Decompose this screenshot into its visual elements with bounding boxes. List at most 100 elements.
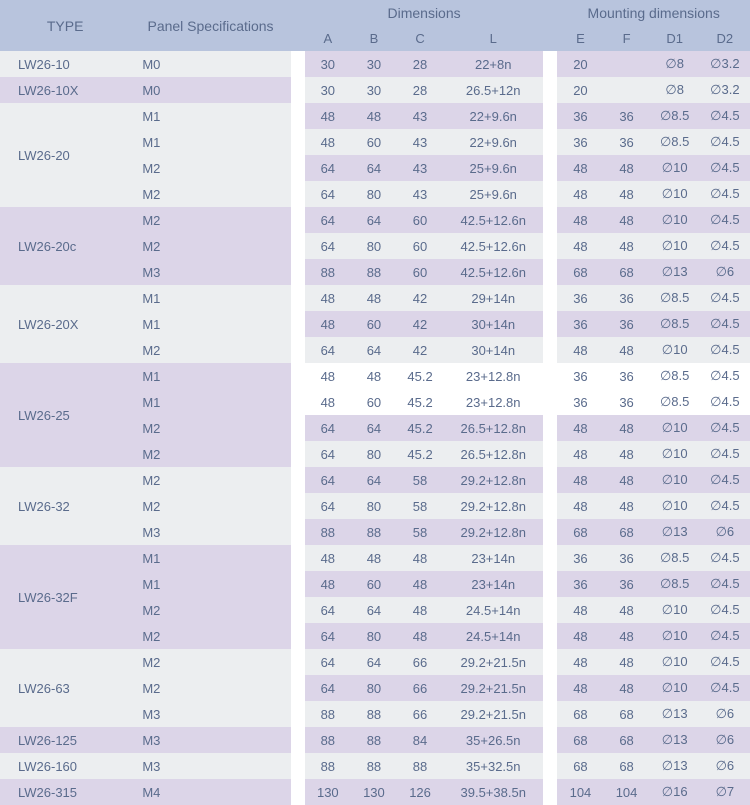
gap-cell <box>543 571 557 597</box>
cell-c: 43 <box>397 129 443 155</box>
cell-b: 64 <box>351 155 397 181</box>
cell-a: 64 <box>305 233 351 259</box>
cell-d1: ∅10 <box>650 649 700 675</box>
cell-c: 43 <box>397 155 443 181</box>
cell-b: 80 <box>351 441 397 467</box>
gap-cell <box>543 467 557 493</box>
cell-a: 48 <box>305 545 351 571</box>
gap-cell <box>291 103 305 129</box>
cell-a: 64 <box>305 597 351 623</box>
cell-panel: M3 <box>130 519 290 545</box>
cell-e: 36 <box>557 545 603 571</box>
cell-e: 36 <box>557 363 603 389</box>
cell-d2: ∅4.5 <box>700 649 750 675</box>
cell-panel: M2 <box>130 233 290 259</box>
cell-panel: M3 <box>130 753 290 779</box>
hdr-e: E <box>557 26 603 51</box>
gap-cell <box>291 519 305 545</box>
cell-f: 68 <box>604 519 650 545</box>
cell-panel: M2 <box>130 207 290 233</box>
cell-a: 64 <box>305 441 351 467</box>
cell-l: 22+8n <box>443 51 543 77</box>
cell-panel: M2 <box>130 649 290 675</box>
cell-d2: ∅4.5 <box>700 415 750 441</box>
cell-b: 64 <box>351 415 397 441</box>
cell-d1: ∅10 <box>650 623 700 649</box>
cell-d1: ∅13 <box>650 259 700 285</box>
cell-d1: ∅10 <box>650 597 700 623</box>
cell-b: 60 <box>351 129 397 155</box>
cell-l: 23+14n <box>443 571 543 597</box>
gap-cell <box>543 623 557 649</box>
gap-cell <box>543 701 557 727</box>
cell-f: 68 <box>604 701 650 727</box>
cell-panel: M1 <box>130 571 290 597</box>
cell-e: 68 <box>557 727 603 753</box>
cell-f: 36 <box>604 311 650 337</box>
cell-f: 48 <box>604 207 650 233</box>
gap-cell <box>543 675 557 701</box>
cell-c: 28 <box>397 51 443 77</box>
cell-panel: M1 <box>130 363 290 389</box>
table-row: LW26-63M264646629.2+21.5n4848∅10∅4.5 <box>0 649 750 675</box>
cell-e: 104 <box>557 779 603 805</box>
cell-d2: ∅4.5 <box>700 233 750 259</box>
gap-cell <box>291 285 305 311</box>
cell-d2: ∅4.5 <box>700 285 750 311</box>
cell-e: 68 <box>557 701 603 727</box>
gap-cell <box>543 727 557 753</box>
type-cell: LW26-315 <box>0 779 130 805</box>
cell-d2: ∅4.5 <box>700 389 750 415</box>
cell-c: 45.2 <box>397 441 443 467</box>
cell-f: 36 <box>604 571 650 597</box>
gap-cell <box>543 441 557 467</box>
cell-a: 48 <box>305 129 351 155</box>
cell-panel: M2 <box>130 597 290 623</box>
spec-table: TYPE Panel Specifications Dimensions Mou… <box>0 0 750 805</box>
cell-d1: ∅8.5 <box>650 103 700 129</box>
hdr-b: B <box>351 26 397 51</box>
cell-b: 60 <box>351 389 397 415</box>
cell-l: 26.5+12.8n <box>443 441 543 467</box>
gap-cell <box>291 571 305 597</box>
hdr-f: F <box>604 26 650 51</box>
cell-d2: ∅4.5 <box>700 597 750 623</box>
cell-c: 66 <box>397 701 443 727</box>
cell-l: 42.5+12.6n <box>443 233 543 259</box>
cell-c: 126 <box>397 779 443 805</box>
cell-f: 48 <box>604 623 650 649</box>
cell-c: 45.2 <box>397 363 443 389</box>
cell-d2: ∅4.5 <box>700 623 750 649</box>
cell-f: 68 <box>604 727 650 753</box>
gap-cell <box>543 285 557 311</box>
cell-c: 66 <box>397 649 443 675</box>
cell-l: 24.5+14n <box>443 597 543 623</box>
gap-cell <box>543 415 557 441</box>
cell-l: 23+14n <box>443 545 543 571</box>
cell-e: 48 <box>557 337 603 363</box>
cell-d1: ∅16 <box>650 779 700 805</box>
gap-cell <box>291 623 305 649</box>
table-row: LW26-25M1484845.223+12.8n3636∅8.5∅4.5 <box>0 363 750 389</box>
type-cell: LW26-20X <box>0 285 130 363</box>
cell-c: 58 <box>397 519 443 545</box>
cell-b: 64 <box>351 207 397 233</box>
cell-l: 29.2+12.8n <box>443 467 543 493</box>
cell-panel: M1 <box>130 545 290 571</box>
gap-cell <box>291 363 305 389</box>
type-cell: LW26-10X <box>0 77 130 103</box>
type-cell: LW26-32 <box>0 467 130 545</box>
cell-l: 29.2+21.5n <box>443 701 543 727</box>
cell-a: 64 <box>305 675 351 701</box>
cell-f <box>604 51 650 77</box>
cell-b: 60 <box>351 571 397 597</box>
cell-b: 88 <box>351 753 397 779</box>
cell-d1: ∅13 <box>650 753 700 779</box>
cell-panel: M2 <box>130 623 290 649</box>
cell-d2: ∅6 <box>700 753 750 779</box>
cell-l: 26.5+12n <box>443 77 543 103</box>
cell-c: 42 <box>397 337 443 363</box>
gap-cell <box>291 597 305 623</box>
gap-cell <box>543 103 557 129</box>
cell-d1: ∅10 <box>650 207 700 233</box>
